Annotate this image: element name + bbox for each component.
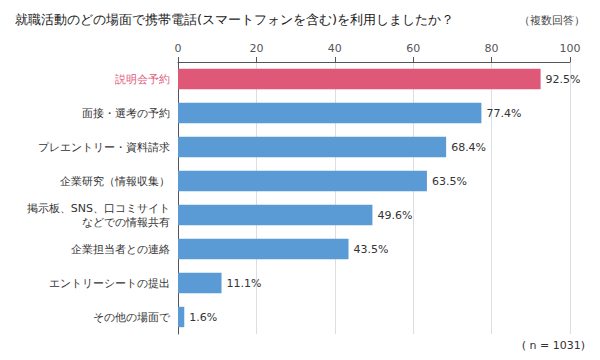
svg-text:49.6%: 49.6%	[377, 209, 412, 222]
svg-text:就職活動のどの場面で携帯電話(スマートフォンを含む)を利用し: 就職活動のどの場面で携帯電話(スマートフォンを含む)を利用しましたか？	[15, 12, 454, 27]
svg-text:77.4%: 77.4%	[486, 107, 521, 120]
svg-text:40: 40	[328, 42, 342, 55]
svg-text:プレエントリー・資料請求: プレエントリー・資料請求	[38, 141, 170, 154]
svg-text:その他の場面で: その他の場面で	[93, 311, 171, 324]
svg-text:0: 0	[175, 42, 182, 55]
svg-text:20: 20	[249, 42, 263, 55]
svg-text:100: 100	[560, 42, 581, 55]
svg-text:（複数回答）: （複数回答）	[519, 14, 585, 27]
svg-text:80: 80	[485, 42, 499, 55]
svg-text:68.4%: 68.4%	[451, 141, 486, 154]
svg-text:92.5%: 92.5%	[546, 73, 581, 86]
svg-text:掲示板、SNS、口コミサイト: 掲示板、SNS、口コミサイト	[27, 202, 170, 215]
svg-text:63.5%: 63.5%	[432, 175, 467, 188]
svg-text:面接・選考の予約: 面接・選考の予約	[82, 107, 170, 120]
svg-text:( n = 1031): ( n = 1031)	[522, 339, 585, 352]
svg-text:1.6%: 1.6%	[189, 311, 217, 324]
svg-text:説明会予約: 説明会予約	[115, 73, 170, 86]
svg-text:11.1%: 11.1%	[227, 277, 262, 290]
svg-text:企業研究（情報収集）: 企業研究（情報収集）	[60, 175, 170, 188]
svg-text:43.5%: 43.5%	[354, 243, 389, 256]
svg-text:エントリーシートの提出: エントリーシートの提出	[49, 277, 170, 290]
svg-text:企業担当者との連絡: 企業担当者との連絡	[71, 243, 170, 256]
svg-text:などでの情報共有: などでの情報共有	[82, 216, 170, 229]
svg-text:60: 60	[406, 42, 420, 55]
